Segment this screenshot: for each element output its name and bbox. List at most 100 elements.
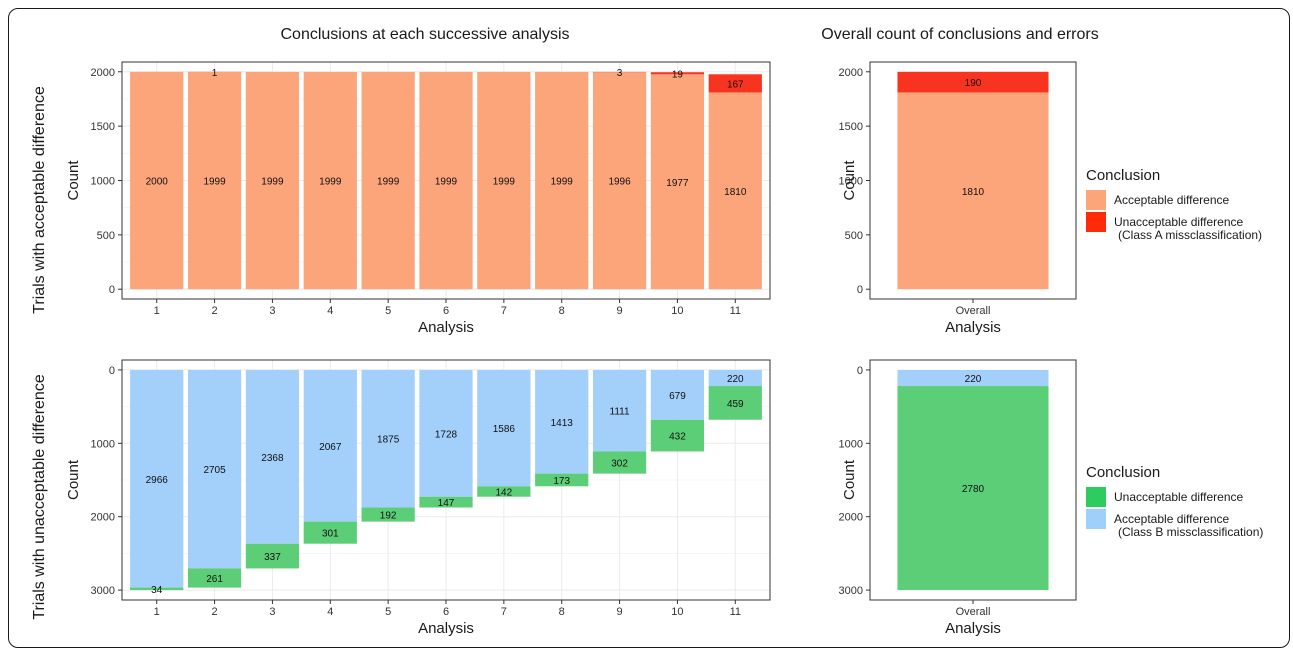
legend-swatch — [1086, 509, 1106, 529]
x-tick-label: 7 — [501, 305, 507, 317]
x-tick-label: Overall — [956, 606, 991, 618]
x-tick-label: 11 — [730, 305, 741, 317]
bar-value-label: 1999 — [551, 177, 574, 188]
legend-title: Conclusion — [1086, 464, 1160, 481]
legend-swatch — [1086, 212, 1106, 232]
bar-value-label: 2780 — [962, 484, 985, 495]
bar-value-label: 2368 — [261, 453, 284, 464]
left-figure-title: Conclusions at each successive analysis — [280, 26, 569, 43]
x-tick-label: 6 — [443, 305, 449, 317]
bar-value-label: 1810 — [724, 187, 747, 198]
x-tick-label: 7 — [501, 606, 507, 618]
bar-value-label: 1996 — [608, 177, 631, 188]
bar-value-label: 1999 — [261, 177, 284, 188]
x-tick-label: 5 — [385, 305, 391, 317]
x-axis-label: Analysis — [418, 319, 474, 336]
y-tick-label: 2000 — [839, 67, 863, 79]
bar-value-label: 3 — [617, 68, 623, 79]
y-tick-label: 0 — [857, 365, 863, 377]
bar-value-label: 173 — [553, 476, 570, 487]
x-tick-label: 4 — [327, 305, 333, 317]
y-tick-label: 3000 — [91, 585, 115, 597]
bar-value-label: 167 — [727, 79, 744, 90]
bar-value-label: 34 — [151, 585, 163, 596]
chart-panel-3: 2966342705261236833720673011875192172814… — [65, 360, 770, 636]
x-tick-label: 10 — [671, 305, 683, 317]
legend-label-line2: (Class B missclassification) — [1118, 525, 1263, 539]
y-axis-label: Count — [841, 459, 858, 500]
legend-label: Unacceptable difference — [1114, 490, 1244, 504]
bar-value-label: 459 — [727, 399, 744, 410]
x-tick-label: 6 — [443, 606, 449, 618]
y-axis-label: Count — [65, 160, 82, 201]
legend-label: Unacceptable difference — [1114, 215, 1244, 229]
x-tick-label: 8 — [559, 305, 565, 317]
x-tick-label: 10 — [671, 606, 683, 618]
legend-title: Conclusion — [1086, 167, 1160, 184]
bar-value-label: 147 — [438, 498, 455, 509]
bar-value-label: 192 — [380, 511, 397, 522]
bar-value-label: 1999 — [435, 177, 458, 188]
bar-value-label: 1875 — [377, 435, 400, 446]
legend-label: Acceptable difference — [1114, 193, 1230, 207]
bar-value-label: 1999 — [377, 177, 400, 188]
bar-value-label: 1728 — [435, 429, 458, 440]
row-label-bottom: Trials with unacceptable difference — [31, 374, 48, 620]
y-tick-label: 1000 — [91, 176, 115, 188]
bar-value-label: 1111 — [610, 407, 630, 418]
x-tick-label: 2 — [212, 305, 218, 317]
bar-value-label: 1999 — [319, 177, 342, 188]
legend-2: Conclusion Unacceptable difference Accepta… — [1086, 464, 1263, 539]
bar-value-label: 1977 — [666, 178, 689, 189]
x-tick-label: 8 — [559, 606, 565, 618]
bar-value-label: 220 — [727, 374, 744, 385]
bar-value-label: 2000 — [146, 177, 169, 188]
y-tick-label: 2000 — [91, 67, 115, 79]
bar-value-label: 432 — [669, 432, 686, 443]
legend-swatch — [1086, 190, 1106, 210]
y-tick-label: 2000 — [91, 512, 115, 524]
x-tick-label: 2 — [212, 606, 218, 618]
x-axis-label: Analysis — [945, 620, 1001, 636]
x-tick-label: 5 — [385, 606, 391, 618]
y-tick-label: 0 — [857, 284, 863, 296]
y-tick-label: 500 — [845, 230, 863, 242]
bar-value-label: 220 — [965, 374, 982, 385]
x-tick-label: 9 — [617, 305, 623, 317]
bar-value-label: 1999 — [203, 177, 226, 188]
bar-value-label: 337 — [264, 552, 281, 563]
x-tick-label: Overall — [956, 305, 991, 317]
legend-swatch — [1086, 487, 1106, 507]
x-tick-label: 1 — [154, 606, 160, 618]
bar-value-label: 142 — [496, 488, 513, 499]
bar-value-label: 1413 — [551, 418, 574, 429]
y-tick-label: 3000 — [839, 585, 863, 597]
y-tick-label: 0 — [109, 365, 115, 377]
bar-value-label: 190 — [965, 78, 982, 89]
legend-label-line2: (Class A missclassification) — [1118, 228, 1262, 242]
x-tick-label: 9 — [617, 606, 623, 618]
y-tick-label: 1000 — [91, 438, 115, 450]
row-label-top: Trials with acceptable difference — [31, 86, 48, 314]
x-tick-label: 3 — [269, 305, 275, 317]
y-tick-label: 1500 — [839, 121, 863, 133]
bar-value-label: 261 — [206, 574, 223, 585]
bar-value-label: 2705 — [203, 465, 226, 476]
y-tick-label: 0 — [109, 284, 115, 296]
bar-value-label: 679 — [669, 391, 686, 402]
x-tick-label: 1 — [154, 305, 160, 317]
y-tick-label: 2000 — [839, 512, 863, 524]
bar-value-label: 1 — [212, 68, 218, 79]
bar-value-label: 2966 — [146, 475, 169, 486]
bar-value-label: 2067 — [319, 442, 342, 453]
bar-value-label: 19 — [672, 69, 684, 80]
bar-value-label: 1999 — [493, 177, 516, 188]
right-figure-title: Overall count of conclusions and errors — [821, 26, 1098, 43]
x-tick-label: 3 — [269, 606, 275, 618]
x-tick-label: 11 — [730, 606, 741, 618]
x-tick-label: 4 — [327, 606, 333, 618]
y-axis-label: Count — [841, 160, 858, 201]
legend-label: Acceptable difference — [1114, 512, 1230, 526]
